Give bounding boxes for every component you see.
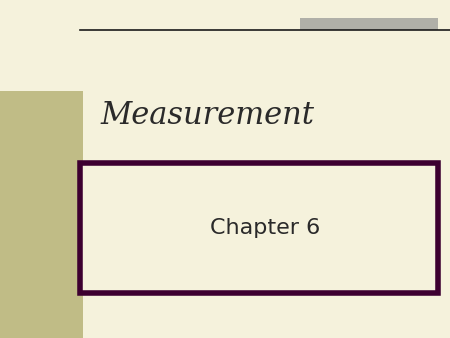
Bar [300, 18, 438, 30]
Bar [0, 91, 83, 338]
Bar [80, 163, 438, 293]
Text: Chapter 6: Chapter 6 [210, 218, 320, 238]
Text: Measurement: Measurement [100, 100, 314, 131]
